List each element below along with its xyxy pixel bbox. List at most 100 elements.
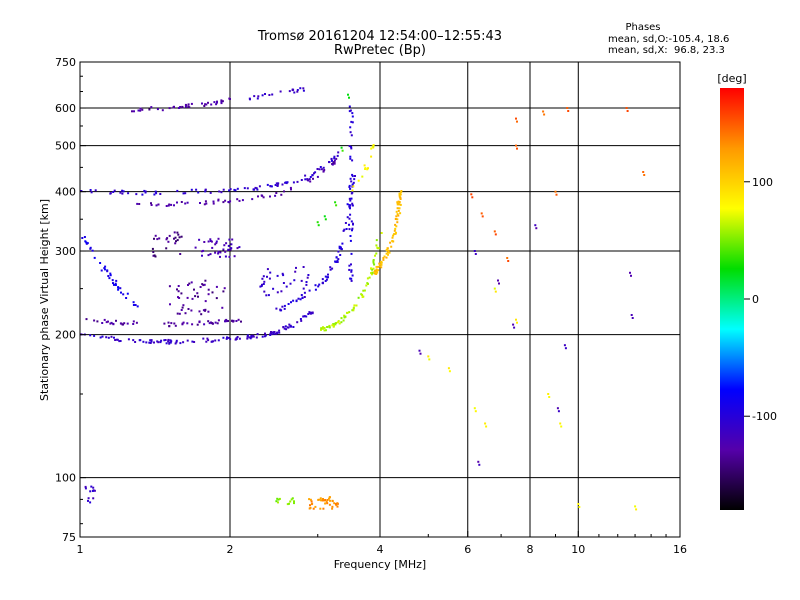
data-point	[341, 242, 344, 245]
data-point	[305, 283, 308, 286]
data-point	[217, 339, 220, 342]
data-point	[427, 355, 430, 358]
colorbar-tick-label: 0	[752, 293, 759, 306]
data-point	[168, 107, 171, 110]
data-point	[295, 266, 297, 269]
data-point	[387, 253, 389, 256]
data-point	[473, 250, 476, 252]
data-point	[277, 182, 279, 185]
data-point	[203, 241, 206, 243]
data-point	[153, 341, 155, 344]
data-point	[310, 500, 313, 503]
data-point	[250, 335, 253, 338]
data-point	[300, 294, 303, 296]
data-point	[173, 105, 175, 108]
data-point	[107, 336, 110, 339]
data-point	[302, 266, 305, 268]
data-point	[319, 507, 322, 510]
data-point	[307, 274, 310, 276]
data-point	[349, 187, 352, 190]
data-point	[293, 502, 295, 505]
data-point	[201, 254, 203, 257]
data-point	[220, 191, 223, 194]
data-point	[87, 499, 89, 502]
data-point	[296, 89, 299, 91]
data-point	[498, 282, 500, 285]
data-point	[262, 275, 265, 278]
data-point	[366, 168, 369, 171]
data-point	[337, 151, 340, 154]
data-point	[107, 275, 110, 277]
data-point	[180, 292, 183, 295]
data-point	[316, 221, 319, 224]
data-point	[375, 273, 378, 275]
data-point	[179, 253, 182, 255]
data-point	[228, 189, 231, 192]
data-point	[229, 200, 232, 203]
data-point	[319, 497, 322, 500]
data-point	[137, 109, 140, 112]
data-point	[217, 319, 220, 322]
data-point	[210, 103, 213, 106]
colorbar-gradient	[720, 88, 744, 510]
data-point	[289, 186, 292, 189]
data-point	[283, 327, 286, 330]
data-point	[474, 253, 477, 255]
data-point	[297, 297, 300, 300]
data-point	[260, 285, 263, 287]
data-point	[109, 322, 112, 325]
data-point	[348, 186, 351, 188]
data-point	[351, 115, 354, 118]
data-point	[276, 497, 279, 500]
y-tick-label: 400	[55, 186, 76, 199]
data-point	[218, 190, 221, 193]
data-point	[207, 288, 210, 291]
data-point	[339, 254, 342, 256]
x-axis-ticks: 1 2 4 6 8 10 16	[77, 531, 687, 556]
data-point	[176, 201, 178, 204]
data-point	[351, 189, 354, 192]
data-point	[397, 214, 400, 217]
data-point	[210, 240, 213, 243]
data-point	[303, 291, 306, 294]
data-point	[372, 144, 375, 146]
data-point	[141, 193, 144, 196]
data-point	[252, 188, 255, 191]
data-point	[348, 105, 351, 108]
data-point	[564, 347, 567, 350]
data-point	[375, 239, 378, 242]
data-point	[156, 108, 159, 111]
data-point	[275, 332, 277, 335]
data-point	[331, 163, 334, 166]
data-point	[428, 358, 431, 361]
data-point	[629, 271, 631, 274]
data-point	[193, 288, 195, 291]
data-point	[477, 460, 480, 463]
data-point	[212, 200, 215, 203]
data-point	[138, 203, 141, 205]
data-point	[100, 269, 103, 272]
data-point	[199, 286, 202, 288]
data-point	[349, 155, 352, 158]
data-point	[329, 499, 331, 502]
data-point	[204, 188, 207, 191]
data-point	[201, 283, 204, 286]
data-point	[328, 496, 331, 499]
grid-lines	[80, 62, 680, 537]
data-point	[224, 199, 227, 202]
data-point	[202, 249, 205, 252]
data-point	[350, 220, 353, 223]
data-point	[353, 178, 356, 181]
data-point	[214, 251, 217, 254]
data-point	[395, 231, 397, 234]
data-point	[313, 172, 315, 175]
data-point	[209, 191, 212, 194]
data-point	[322, 507, 325, 510]
data-point	[187, 284, 189, 286]
data-point	[372, 259, 375, 261]
data-point	[385, 252, 388, 255]
data-point	[101, 322, 104, 324]
data-point	[211, 291, 214, 294]
data-point	[165, 205, 168, 207]
data-point	[163, 339, 166, 342]
